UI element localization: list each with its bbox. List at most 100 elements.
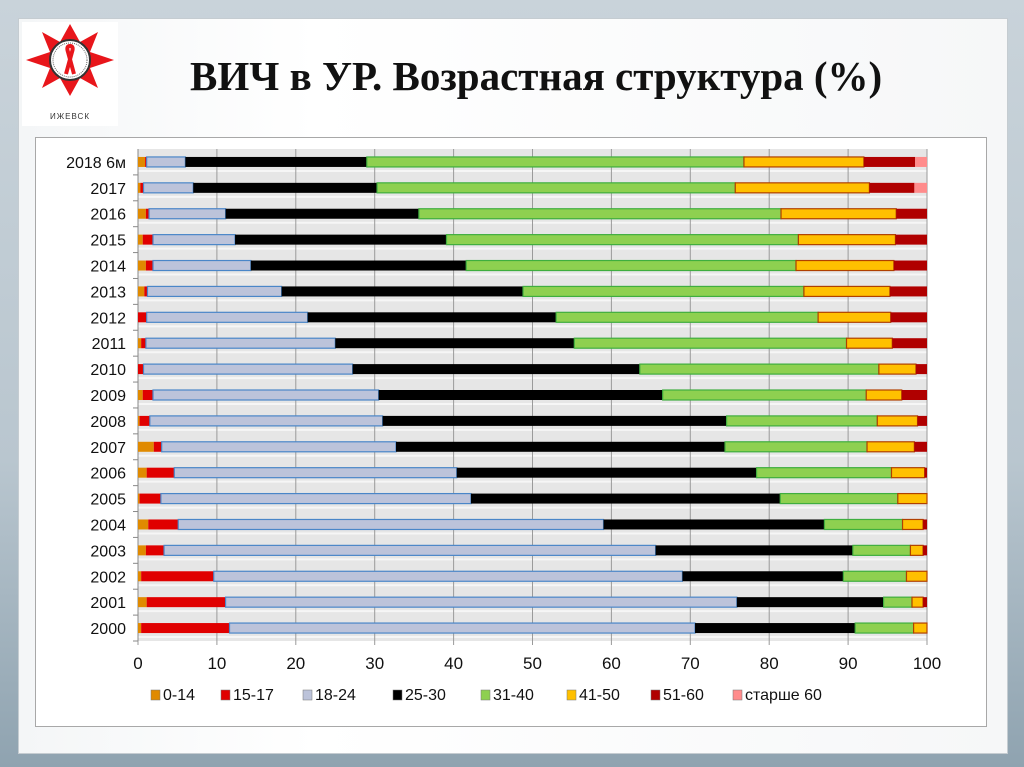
bar-segment-25-30 bbox=[250, 260, 467, 271]
bar-segment-15-17 bbox=[142, 234, 153, 245]
bar-segment-41-50 bbox=[780, 208, 897, 220]
bar-segment-18-24 bbox=[146, 285, 283, 298]
y-category-label: 2011 bbox=[92, 336, 127, 353]
bar-segment-15-17 bbox=[153, 441, 162, 452]
y-category-label: 2006 bbox=[90, 466, 126, 483]
bar-segment-25-30 bbox=[185, 156, 367, 167]
bar-segment-18-24 bbox=[161, 441, 397, 453]
bar-segment-51-60 bbox=[923, 597, 927, 608]
bar-segment-15-17 bbox=[145, 208, 150, 219]
bar-segment-15-17 bbox=[145, 545, 165, 556]
bar-segment-51-60 bbox=[895, 234, 927, 245]
bar-segment-15-17 bbox=[145, 156, 147, 167]
bar-segment-51-60 bbox=[917, 415, 927, 426]
x-tick-label: 60 bbox=[602, 654, 621, 673]
y-category-label: 2014 bbox=[90, 259, 126, 276]
legend-swatch bbox=[566, 689, 577, 701]
y-category-label: 2012 bbox=[90, 310, 126, 327]
bar-segment-25-30 bbox=[352, 364, 640, 375]
y-category-label: 2004 bbox=[90, 517, 126, 534]
y-category-label: 2007 bbox=[90, 440, 126, 457]
stacked-bar-chart: 0 10 20 30 40 50 60 70 80 90 100 2018 6м 2017 2016 201… bbox=[66, 149, 941, 704]
bar-segment-41-50 bbox=[845, 337, 893, 349]
bar-segment-25-30 bbox=[456, 467, 757, 478]
bar-segment-18-24 bbox=[148, 208, 227, 220]
bar-segment-15-17 bbox=[141, 623, 230, 634]
bar-segment-25-30 bbox=[655, 545, 853, 556]
bar-segment-41-50 bbox=[911, 596, 924, 608]
bar-segment-0-14 bbox=[138, 286, 145, 297]
bar-segment-18-24 bbox=[152, 259, 252, 272]
y-category-label: 2009 bbox=[90, 388, 126, 405]
bar-segment-51-60 bbox=[889, 286, 927, 297]
bar-segment-31-40 bbox=[639, 363, 880, 375]
y-category-label: 2005 bbox=[90, 492, 126, 509]
bar-segment-25-30 bbox=[603, 519, 825, 530]
bar-segment-18-24 bbox=[163, 544, 657, 556]
bar-segment-25-30 bbox=[736, 597, 884, 608]
legend-label: 25-30 bbox=[405, 687, 446, 704]
bar-segment-0-14 bbox=[138, 545, 146, 556]
bar-segment-31-40 bbox=[573, 337, 848, 349]
bar-segment-18-24 bbox=[152, 389, 380, 401]
bar-segment-31-40 bbox=[755, 467, 893, 479]
bar-segment-0-14 bbox=[138, 467, 147, 478]
bar-segment-51-60 bbox=[924, 467, 927, 478]
legend-label: 18-24 bbox=[315, 687, 356, 704]
bar-segment-41-50 bbox=[905, 570, 928, 582]
bar-segment-51-60 bbox=[890, 312, 927, 323]
bar-segment-0-14 bbox=[138, 441, 154, 452]
logo: ИЖЕВСК bbox=[22, 22, 118, 126]
y-category-label: 2013 bbox=[90, 284, 126, 301]
bar-segment-15-17 bbox=[141, 571, 214, 582]
bar-segment-41-50 bbox=[743, 156, 865, 168]
legend-swatch bbox=[732, 689, 743, 701]
y-category-label: 2002 bbox=[90, 569, 126, 586]
bar-segment-31-40 bbox=[662, 389, 867, 401]
legend-swatch bbox=[150, 689, 161, 701]
bar-segment-41-50 bbox=[865, 389, 903, 401]
legend-label: 31-40 bbox=[493, 687, 534, 704]
bar-segment-51-60 bbox=[869, 182, 915, 193]
bar-segment-51-60 bbox=[896, 208, 927, 219]
bar-segment-41-50 bbox=[817, 311, 892, 323]
page-title: ВИЧ в УР. Возрастная структура (%) bbox=[190, 53, 883, 99]
bar-segment-25-30 bbox=[335, 338, 575, 349]
bar-segment-18-24 bbox=[177, 518, 605, 531]
bar-segment-25-30 bbox=[378, 390, 663, 400]
x-tick-label: 50 bbox=[523, 654, 542, 673]
bar-segment-41-50 bbox=[803, 285, 891, 298]
bar-segment-41-50 bbox=[876, 415, 919, 427]
bar-segment-41-50 bbox=[890, 467, 926, 479]
legend-swatch bbox=[392, 689, 403, 701]
bar-segment-31-40 bbox=[445, 234, 799, 246]
bar-segment-25-30 bbox=[382, 415, 727, 426]
bar-segment-31-40 bbox=[418, 208, 782, 220]
bar-segment-31-40 bbox=[376, 182, 736, 194]
bar-segment-31-40 bbox=[823, 518, 904, 531]
bar-segment-31-40 bbox=[854, 622, 915, 634]
legend-label: 15-17 bbox=[233, 687, 274, 704]
y-category-label: 2008 bbox=[90, 414, 126, 431]
bar-segment-18-24 bbox=[160, 492, 472, 505]
bar-segment-51-60 bbox=[923, 545, 927, 556]
bar-segment-15-17 bbox=[140, 182, 144, 193]
bar-segment-0-14 bbox=[138, 415, 140, 426]
x-tick-label: 70 bbox=[681, 654, 700, 673]
y-category-label: 2001 bbox=[90, 595, 126, 612]
bar-segment-31-40 bbox=[555, 311, 819, 323]
x-tick-label: 30 bbox=[365, 654, 384, 673]
y-category-label: 2003 bbox=[90, 543, 126, 560]
legend-label: старше 60 bbox=[745, 687, 822, 704]
bar-segment-51-60 bbox=[892, 338, 927, 349]
bar-segment-18-24 bbox=[152, 234, 236, 246]
bar-segment-0-14 bbox=[138, 182, 141, 193]
bar-segment-15-17 bbox=[138, 312, 147, 323]
red-star-ribbon-logo-icon bbox=[26, 24, 114, 96]
bar-segment-15-17 bbox=[146, 597, 226, 608]
bar-segment-31-40 bbox=[842, 570, 908, 582]
legend-swatch bbox=[480, 689, 491, 701]
bar-segment-31-40 bbox=[779, 492, 899, 505]
bar-segment-18-24 bbox=[145, 337, 336, 349]
bar-segment-31-40 bbox=[852, 544, 912, 556]
